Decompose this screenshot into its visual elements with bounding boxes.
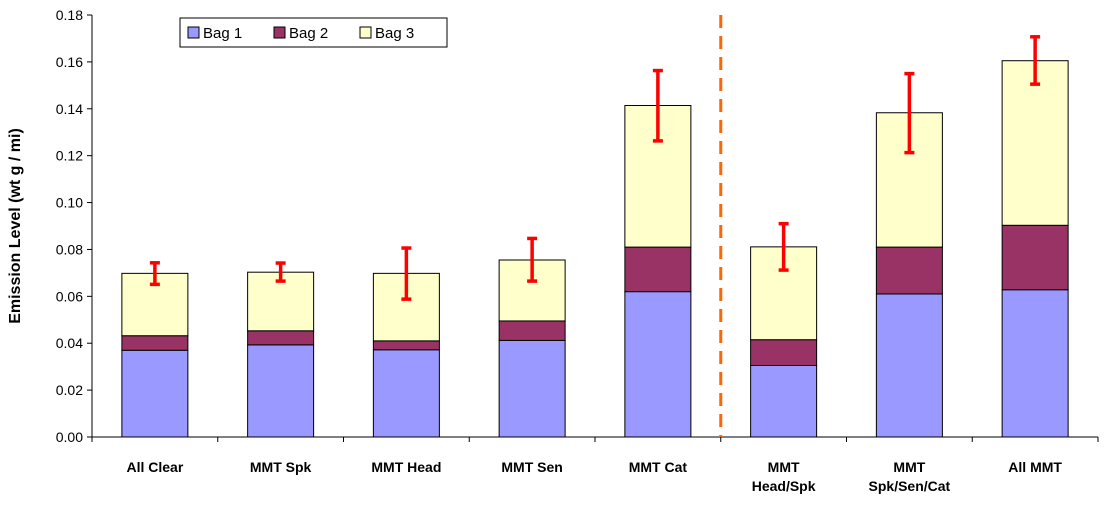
category-label-line: MMT Head [371, 459, 441, 475]
y-tick-label: 0.14 [56, 101, 83, 117]
bar-segment-bag-1 [1001, 289, 1069, 438]
axes [91, 15, 1099, 442]
legend-swatch [187, 26, 200, 39]
category-label: All MMT [1008, 459, 1062, 475]
legend-label: Bag 2 [289, 25, 328, 42]
legend: Bag 1 Bag 2 Bag 3 [179, 17, 448, 48]
y-tick-label: 0.16 [56, 54, 83, 70]
legend-swatch [273, 26, 286, 39]
bar-segment-bag-1 [875, 293, 943, 438]
category-label-line: Head/Spk [752, 478, 816, 494]
bar-segment-bag-3 [1001, 60, 1069, 226]
y-tick-label: 0.10 [56, 195, 83, 211]
bar-segment-bag-3 [121, 272, 189, 337]
error-bars [149, 35, 1041, 301]
bar-segment-bag-2 [750, 339, 818, 366]
bar-segment-bag-2 [875, 246, 943, 295]
category-label-line: MMT Spk [250, 459, 312, 475]
legend-swatch [359, 26, 372, 39]
category-label-line: MMT Sen [501, 459, 562, 475]
category-label: MMT Sen [501, 459, 562, 475]
category-label-line: MMT [893, 459, 925, 475]
legend-label: Bag 1 [203, 25, 242, 42]
bar-segment-bag-1 [247, 344, 315, 438]
y-axis-ticks: 0.00 0.02 0.04 0.06 0.08 0.10 0.12 0.14 0.16 0.18 [56, 7, 92, 445]
bar-segment-bag-1 [624, 291, 692, 438]
y-tick-label: 0.12 [56, 148, 83, 164]
category-label: MMT Spk [250, 459, 312, 475]
y-tick-label: 0.04 [56, 335, 83, 351]
category-label-line: All Clear [126, 459, 183, 475]
y-tick-label: 0.08 [56, 241, 83, 257]
bar-segment-bag-2 [624, 246, 692, 293]
bar-segment-bag-2 [498, 320, 566, 341]
category-label: MMT Head [371, 459, 441, 475]
bar-segment-bag-2 [121, 335, 189, 351]
legend-label: Bag 3 [375, 25, 414, 42]
bar-segment-bag-1 [498, 339, 566, 438]
y-tick-label: 0.00 [56, 429, 83, 445]
y-tick-label: 0.02 [56, 382, 83, 398]
y-tick-label: 0.18 [56, 7, 83, 23]
bars [121, 60, 1069, 438]
category-label: MMT Spk/Sen/Cat [869, 459, 951, 494]
category-label-line: MMT [768, 459, 800, 475]
bar-segment-bag-2 [1001, 224, 1069, 291]
legend-box [179, 17, 448, 48]
category-label-line: MMT Cat [629, 459, 688, 475]
category-label: All Clear [126, 459, 183, 475]
y-tick-label: 0.06 [56, 288, 83, 304]
category-labels: All Clear MMT Spk MMT Head MMT Sen MMT Cat MM… [126, 459, 1062, 494]
bar-segment-bag-1 [121, 349, 189, 438]
bar-segment-bag-2 [372, 340, 440, 351]
category-label: MMT Cat [629, 459, 688, 475]
bar-segment-bag-1 [372, 349, 440, 438]
bar-segment-bag-2 [247, 330, 315, 346]
y-axis-label: Emission Level (wt g / mi) [7, 128, 24, 324]
category-label: MMT Head/Spk [752, 459, 816, 494]
category-label-line: All MMT [1008, 459, 1062, 475]
category-label-line: Spk/Sen/Cat [869, 478, 951, 494]
bar-segment-bag-1 [750, 364, 818, 438]
